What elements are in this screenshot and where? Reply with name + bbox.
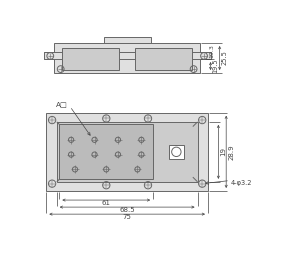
Bar bbox=[169, 145, 184, 159]
Text: 68.5: 68.5 bbox=[119, 207, 135, 213]
Bar bbox=[57, 122, 197, 182]
Text: 75: 75 bbox=[123, 214, 132, 220]
Text: 28.9: 28.9 bbox=[229, 144, 235, 160]
Text: 61: 61 bbox=[102, 200, 111, 206]
Bar bbox=[46, 113, 208, 191]
Bar bbox=[59, 124, 153, 179]
Circle shape bbox=[172, 147, 181, 156]
Text: 25.5: 25.5 bbox=[222, 51, 228, 66]
Bar bbox=[44, 52, 210, 59]
Text: A□: A□ bbox=[56, 101, 68, 107]
Bar bbox=[54, 43, 200, 73]
Text: 4-φ3.2: 4-φ3.2 bbox=[231, 180, 252, 186]
Bar bbox=[135, 48, 192, 70]
Text: 19: 19 bbox=[220, 147, 226, 156]
Bar bbox=[62, 48, 119, 70]
Text: 19.3: 19.3 bbox=[209, 44, 214, 58]
Text: 19.5: 19.5 bbox=[213, 59, 219, 73]
Bar bbox=[104, 37, 151, 43]
